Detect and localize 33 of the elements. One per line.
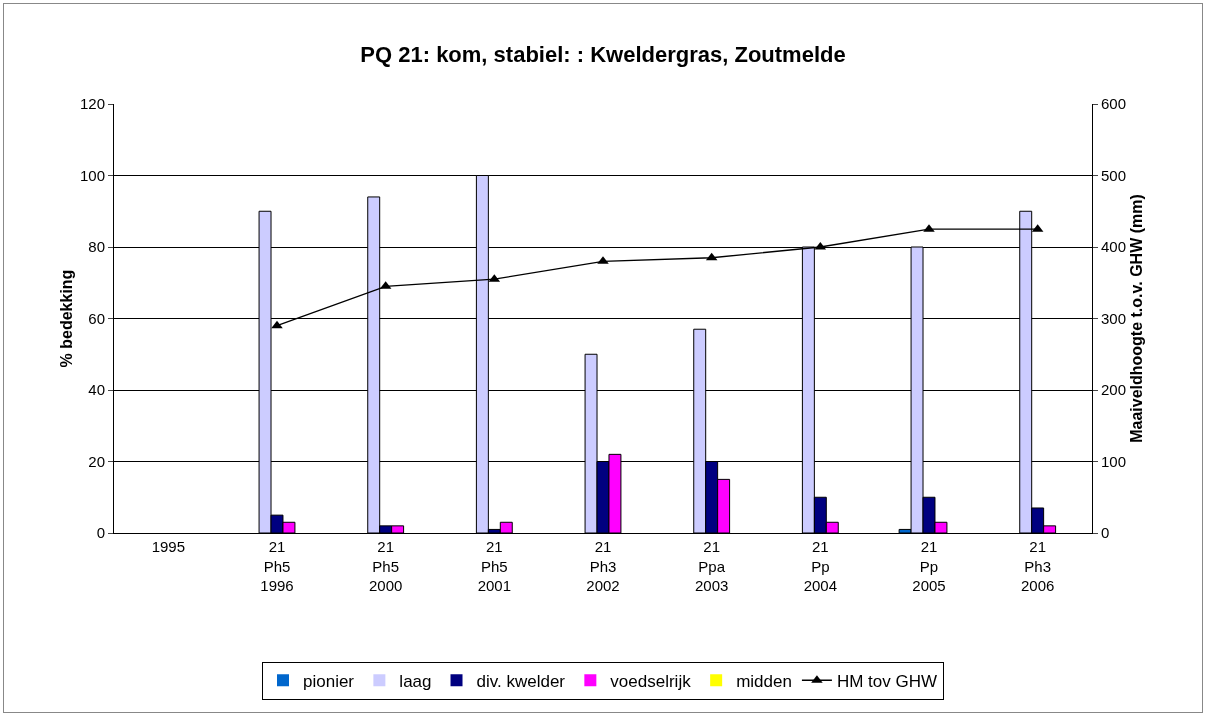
- y-tick-label: 60: [88, 309, 105, 327]
- y2-tick-label: 300: [1101, 309, 1127, 327]
- y-tick-label: 100: [79, 166, 105, 184]
- x-tick-label: 21 Ph5 1996: [260, 538, 294, 594]
- y-tick-label: 120: [79, 95, 105, 113]
- legend-label: midden: [736, 671, 792, 691]
- y-tick-label: 0: [96, 524, 105, 542]
- x-tick-label: 21 Ph5 2001: [477, 538, 512, 594]
- x-tick-label: 21 Ph3 2006: [1020, 538, 1055, 594]
- y-tick-label: 80: [88, 238, 105, 256]
- y-tick-label: 20: [88, 452, 105, 470]
- x-tick-label: 21 Ph5 2000: [368, 538, 403, 594]
- legend-label: div. kwelder: [476, 671, 566, 691]
- x-tick-label: 21 Ppa 2003: [694, 538, 729, 594]
- y-axis-title: % bedekking: [58, 269, 75, 368]
- legend-label: voedselrijk: [610, 671, 692, 691]
- x-tick-label: 21 Ph3 2002: [586, 538, 620, 594]
- legend-label: laag: [399, 671, 432, 691]
- x-tick-label: 21 Pp 2005: [912, 538, 946, 594]
- x-tick-label: 1995: [151, 538, 186, 555]
- chart-title: PQ 21: kom, stabiel: : Kweldergras, Zoutmelde: [360, 41, 846, 67]
- y2-tick-label: 600: [1101, 95, 1127, 113]
- y-tick-label: 40: [88, 381, 105, 399]
- y2-tick-label: 500: [1101, 166, 1127, 184]
- y2-tick-label: 200: [1101, 381, 1127, 399]
- point: [271, 320, 283, 329]
- y2-tick-label: 0: [1101, 524, 1110, 542]
- y2-tick-label: 100: [1101, 452, 1127, 470]
- y2-tick-label: 400: [1101, 238, 1127, 256]
- legend-label: HM tov GHW: [836, 671, 938, 691]
- x-tick-label: 21 Pp 2004: [803, 538, 838, 594]
- legend-label: pionier: [303, 671, 355, 691]
- y2-axis-title: Maaiveldhoogte t.o.v. GHW (mm): [1128, 194, 1146, 443]
